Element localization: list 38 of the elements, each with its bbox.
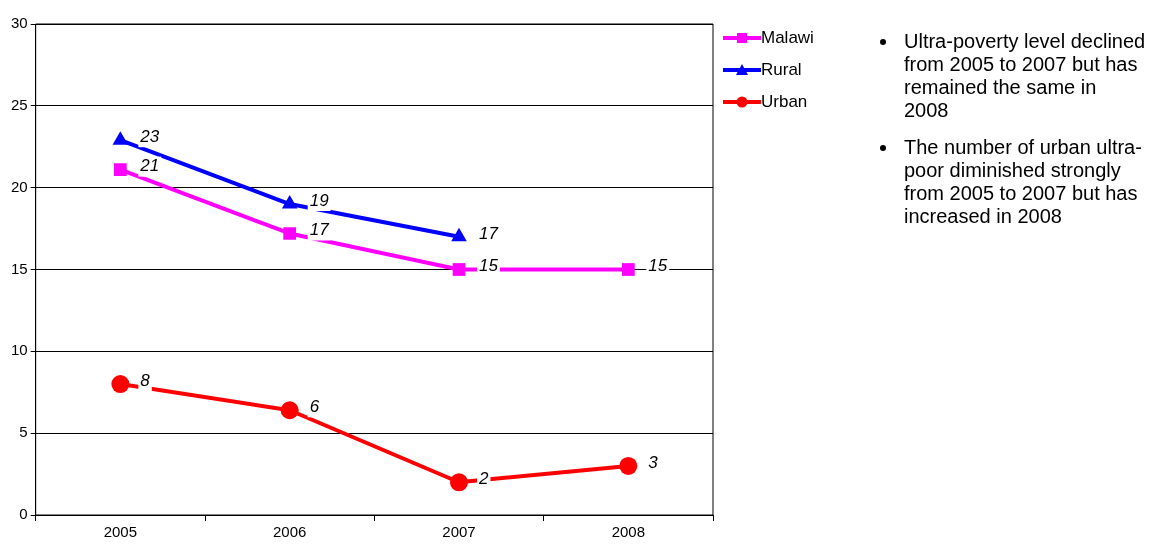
data-label: 2 [478,469,490,488]
point [452,263,466,276]
point [621,263,635,276]
y-tick-label: 30 [11,14,28,32]
point [619,456,638,475]
x-tick-label: 2005 [103,523,138,541]
legend-label: Malawi [761,28,814,48]
point [450,473,469,492]
data-label: 3 [648,452,659,472]
data-label: 21 [139,156,160,176]
point [451,227,467,242]
legend-label: Urban [761,92,808,112]
point [280,401,299,420]
text: Ultra-poverty level declined from 2005 to 2007 but has remained the same in 2008 [904,30,1146,121]
x-tick-label: 2008 [611,523,646,541]
y-tick-label: 10 [11,341,28,359]
y-tick-label: 0 [19,505,28,523]
y-tick-label: 5 [19,423,28,441]
data-label: 23 [139,126,160,146]
data-label: 17 [479,223,499,243]
data-label: 6 [309,396,320,416]
text: The number of urban ultra-poor diminished strongly from 2005 to 2007 but has increased in 2008 [904,136,1142,227]
y-tick-label: 20 [11,177,28,195]
x-tick-label: 2007 [442,523,476,541]
point [281,195,298,209]
point [283,227,297,240]
point [113,163,127,177]
y-tick-label: 15 [11,259,28,277]
data-label: 17 [309,220,330,240]
legend-label: Rural [761,60,802,80]
y-tick-label: 25 [11,95,28,113]
data-label: 15 [648,256,668,276]
point [111,375,130,394]
data-label: 8 [140,370,151,390]
data-label: 15 [479,256,499,276]
x-tick-label: 2006 [272,523,307,541]
data-label: 19 [309,190,330,210]
point [112,131,129,145]
